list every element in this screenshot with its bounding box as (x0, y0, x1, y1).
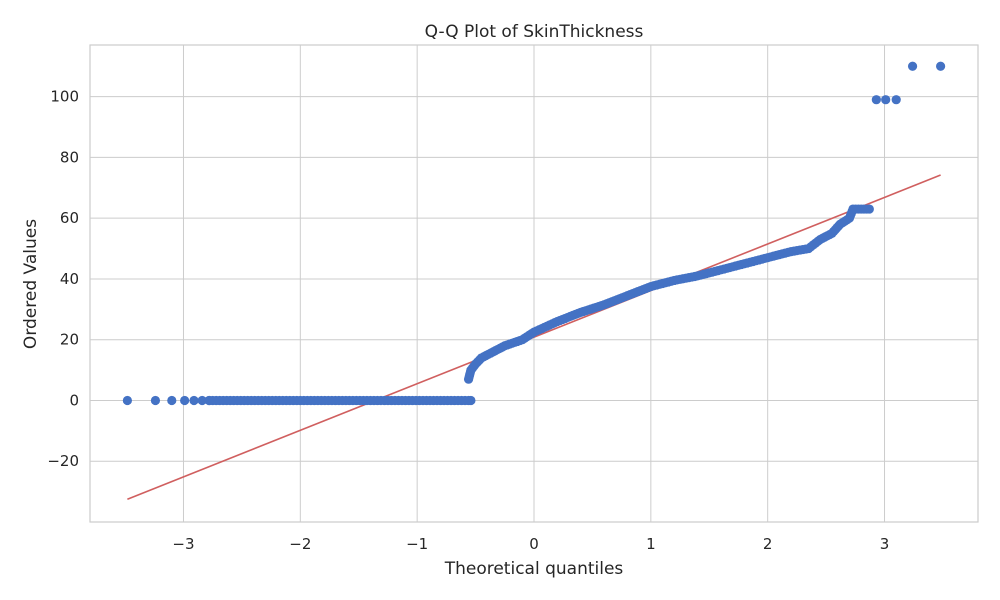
y-tick-label: 60 (60, 209, 79, 227)
x-tick-label: 2 (763, 535, 773, 553)
data-points (122, 61, 946, 406)
y-tick-label: 80 (60, 148, 79, 166)
x-tick-label: −2 (289, 535, 311, 553)
plot-frame (89, 44, 979, 523)
x-tick-label: 3 (880, 535, 890, 553)
data-point (864, 204, 874, 214)
x-tick-label: −3 (172, 535, 194, 553)
y-tick-label: 0 (69, 391, 79, 409)
x-tick-label: 1 (646, 535, 656, 553)
y-tick-label: 100 (50, 88, 79, 106)
y-tick-labels: −20 0 20 40 60 80 100 (47, 88, 79, 471)
y-tick-label: −20 (47, 452, 79, 470)
y-tick-label: 20 (60, 331, 79, 349)
data-point-zero (197, 395, 207, 406)
x-tick-labels: −3 −2 −1 0 1 2 3 (172, 535, 889, 553)
data-point-zero (180, 395, 190, 406)
data-point-outlier (881, 95, 891, 105)
data-point-outlier (871, 95, 881, 105)
data-point-outlier (891, 95, 901, 105)
x-tick-label: 0 (529, 535, 539, 553)
data-point-zero (167, 395, 177, 406)
y-axis-label: Ordered Values (21, 219, 41, 349)
data-point-outlier (907, 61, 918, 71)
y-tick-label: 40 (60, 270, 79, 288)
x-axis-label: Theoretical quantiles (444, 559, 624, 579)
data-point-zero (122, 395, 132, 406)
x-tick-label: −1 (406, 535, 428, 553)
data-point-zero (150, 395, 161, 406)
grid (90, 45, 978, 522)
data-point-zero (189, 395, 199, 406)
data-point-zero (466, 395, 476, 406)
chart-title: Q-Q Plot of SkinThickness (425, 22, 644, 42)
data-point-outlier (936, 61, 946, 71)
